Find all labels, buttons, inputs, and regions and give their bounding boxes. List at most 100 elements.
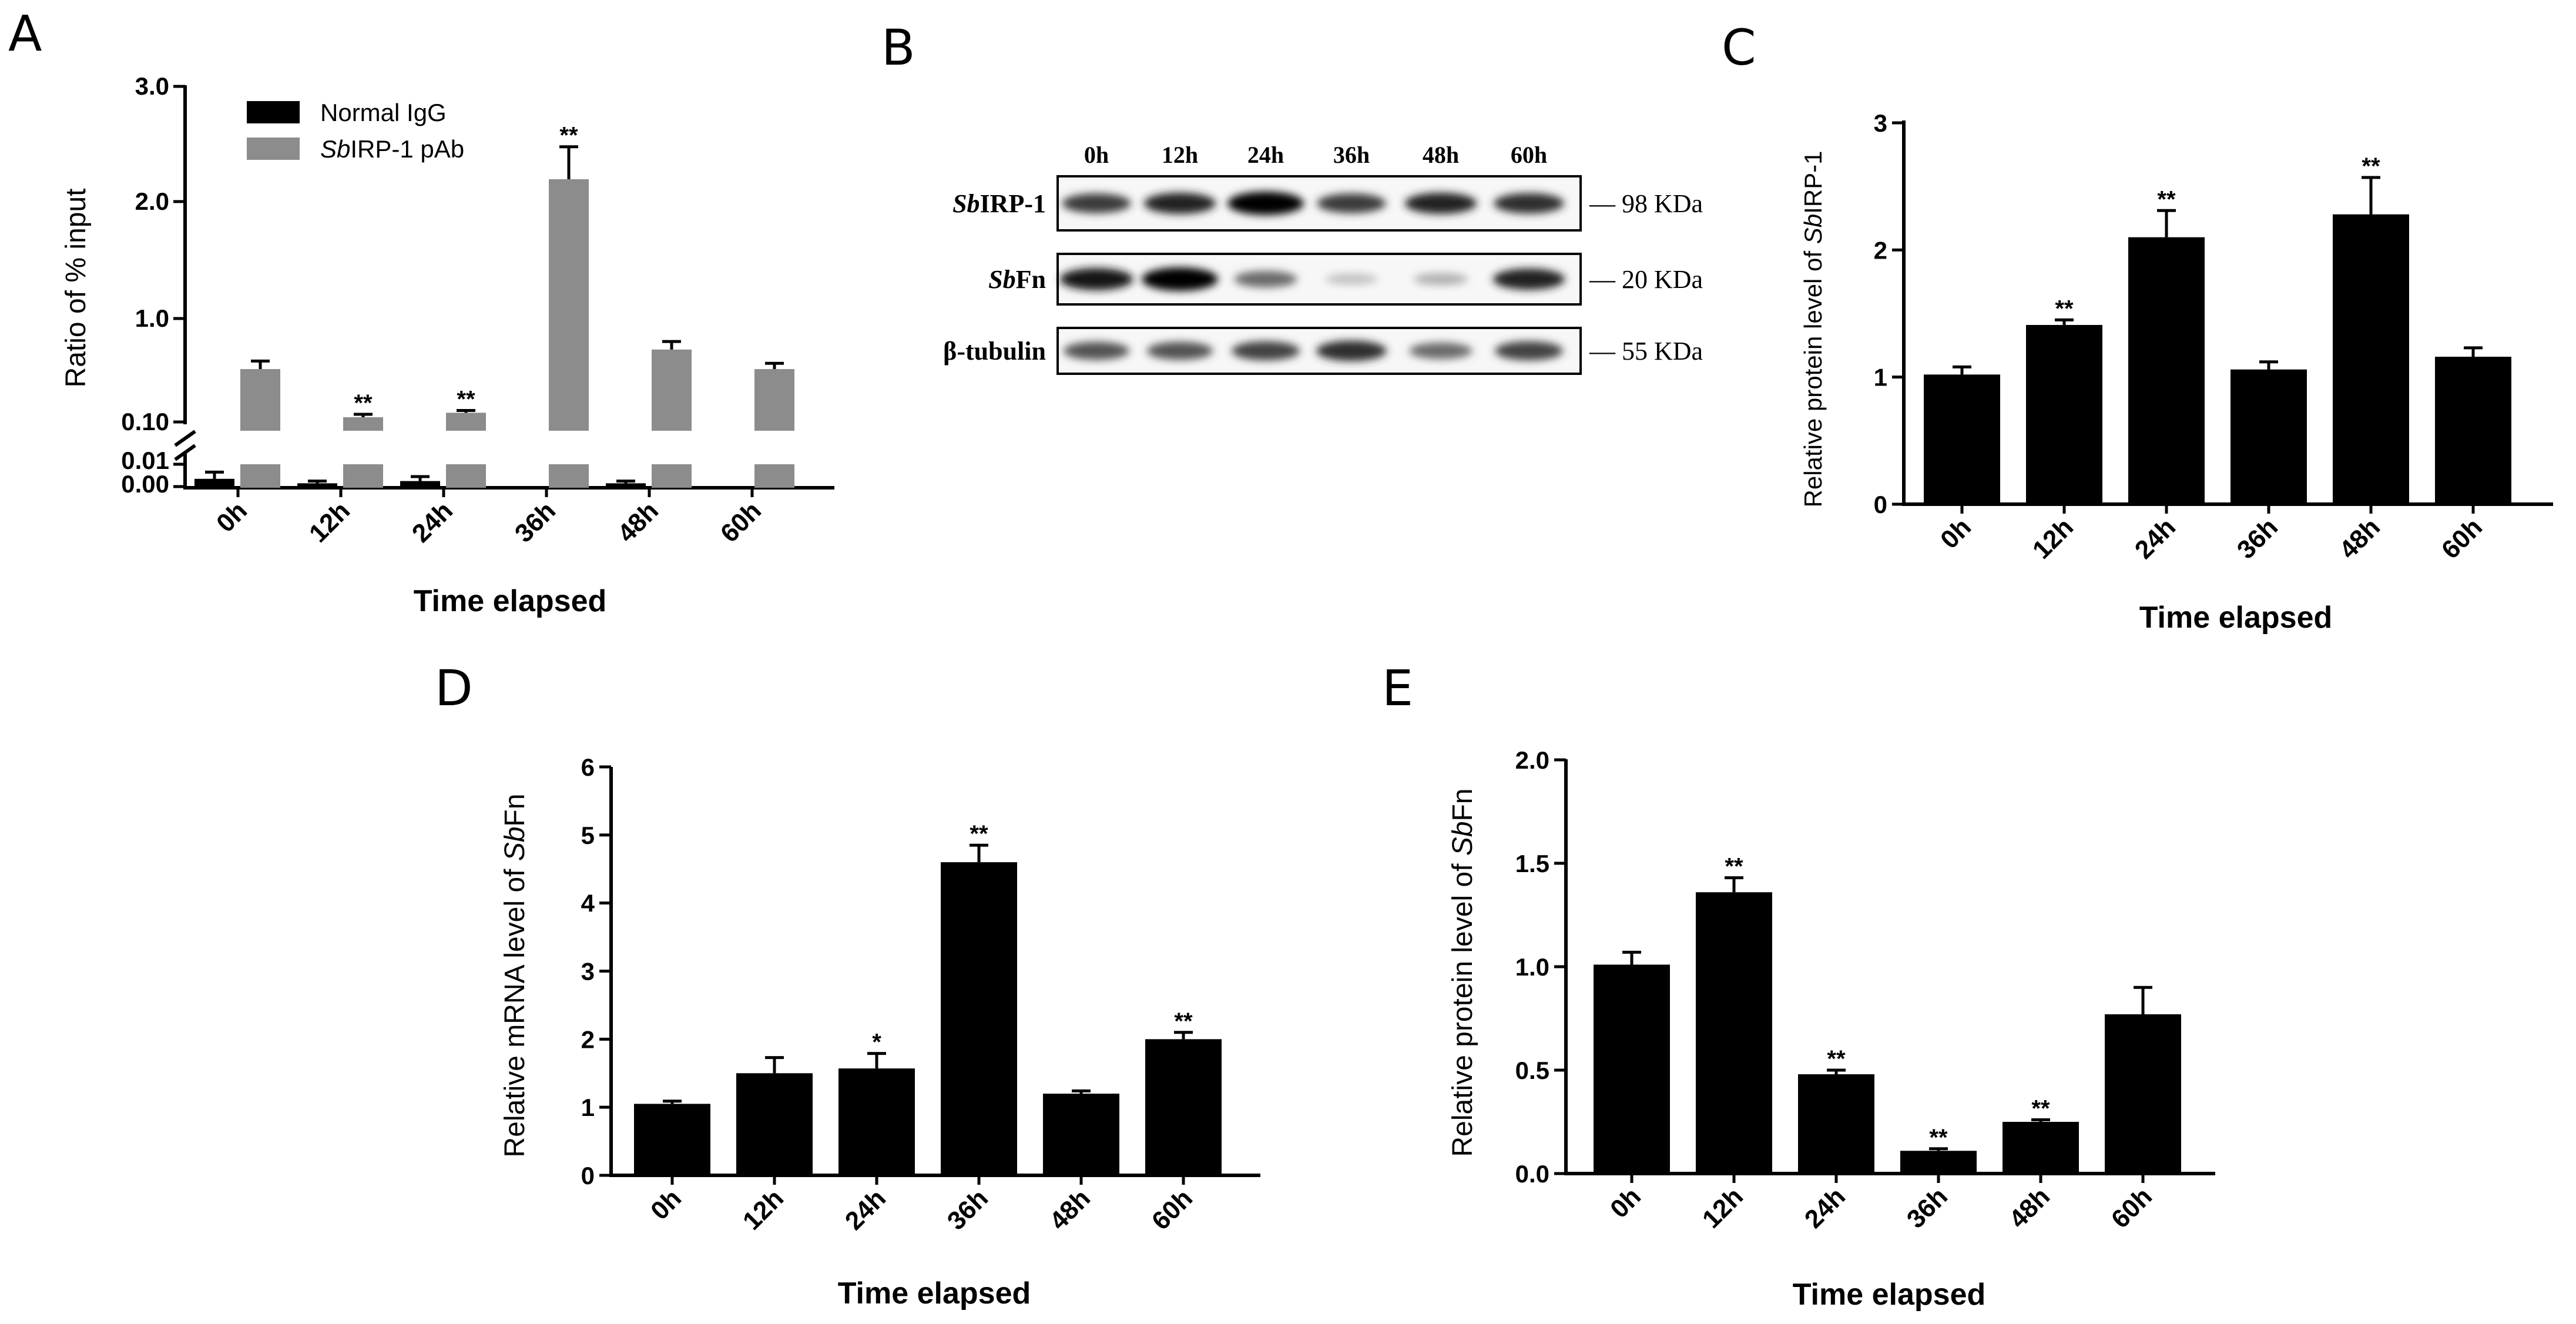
panel-e-ytick-label: 0.5	[1515, 1057, 1549, 1084]
panel-a-ytick-label: 0.01	[121, 447, 169, 474]
blot-time-label: 36h	[1333, 142, 1370, 168]
panel-a-xtick-label: 60h	[715, 496, 767, 548]
panel-e-significance: **	[2031, 1095, 2050, 1121]
panel-c-ylabel-suffix: IRP-1	[1799, 151, 1827, 214]
legend-label-normal-igg: Normal IgG	[320, 99, 447, 126]
panel-c-xlabel: Time elapsed	[2139, 601, 2333, 635]
panel-a-ylabel: Ratio of % input	[61, 189, 92, 388]
panel-e-significance: **	[1929, 1125, 1948, 1151]
legend-label-sbirp-pab: SbIRP-1 pAb	[320, 135, 464, 163]
panel-a-bar-normal-igg	[400, 481, 440, 488]
blot-band	[1062, 193, 1131, 213]
panel-d-bar	[736, 1073, 813, 1175]
panel-e-xtick-label: 24h	[1799, 1182, 1851, 1234]
panel-e-xtick-label: 36h	[1901, 1182, 1953, 1234]
panel-a-bar-sbirp-pab	[549, 464, 589, 488]
panel-e-xtick-label: 0h	[1605, 1182, 1646, 1224]
panel-c-ytick-label: 1	[1874, 364, 1887, 391]
panel-a-xlabel: Time elapsed	[414, 584, 607, 618]
panel-a-marks: 0h ** 12h ** 24h ** 36h 48h 60h	[194, 123, 794, 548]
panel-a-ytick-label: 1.0	[135, 304, 169, 332]
legend-italic: Sb	[320, 135, 350, 163]
panel-a-bar-normal-igg	[606, 483, 646, 488]
panel-a-chart: 3.0 2.0 1.0 0.10 0.01 0.00 0h ** 12h ** 24h *…	[61, 72, 834, 618]
panel-c-xtick-label: 0h	[1935, 512, 1977, 554]
blot-time-label: 24h	[1247, 142, 1284, 168]
blot-time-label: 0h	[1084, 142, 1109, 168]
panel-a-axis-break	[174, 430, 196, 447]
panel-d-bar	[941, 862, 1017, 1175]
blot-row-label-italic: Sb	[952, 189, 980, 218]
panel-c-bar	[1924, 374, 2000, 504]
panel-a-bar-sbirp-pab	[754, 464, 794, 488]
panel-d-bar	[1145, 1039, 1222, 1175]
panel-c-xtick-label: 24h	[2129, 512, 2181, 564]
panel-c-bar	[2435, 357, 2511, 504]
panel-d-ytick-label: 6	[581, 753, 595, 781]
blot-row-label: SbFn	[988, 265, 1046, 294]
panel-d-significance: **	[970, 821, 988, 847]
panel-a-bar-sbirp-pab	[754, 369, 794, 431]
panel-a-bar-sbirp-pab	[652, 349, 692, 431]
panel-a-bar-normal-igg	[297, 483, 337, 488]
panel-d-ylabel-prefix: Relative mRNA level of	[499, 861, 531, 1157]
panel-a-bar-sbirp-pab	[240, 464, 280, 488]
panel-a-significance: **	[559, 123, 578, 149]
panel-a-xtick-label: 24h	[407, 496, 458, 548]
panel-c-ytick-label: 3	[1874, 109, 1887, 137]
panel-e-bar	[1696, 892, 1772, 1174]
panel-d-bar	[1043, 1094, 1119, 1175]
blot-row-label-text: IRP-1	[980, 189, 1046, 218]
blot-band	[1227, 192, 1304, 215]
panel-e-xlabel: Time elapsed	[1793, 1278, 1986, 1312]
panel-c-xtick-label: 12h	[2027, 512, 2079, 564]
panel-label-a: A	[8, 5, 42, 62]
panel-c-ytick-label: 2	[1874, 236, 1887, 264]
panel-c-ylabel-italic: Sb	[1799, 214, 1827, 244]
panel-a-bar-sbirp-pab	[240, 369, 280, 431]
panel-label-b: B	[881, 19, 915, 76]
panel-e-ylabel-italic: Sb	[1447, 822, 1478, 856]
panel-c-ytick-label: 0	[1874, 491, 1887, 518]
panel-e-bar	[2105, 1014, 2181, 1174]
panel-d-xtick-label: 36h	[942, 1184, 994, 1235]
panel-e-ylabel-suffix: Fn	[1447, 788, 1478, 821]
panel-a-ytick-label: 0.10	[121, 408, 169, 435]
panel-a-xtick-label: 0h	[211, 496, 253, 538]
panel-c-xtick-label: 48h	[2334, 512, 2386, 564]
panel-c-bar	[2026, 324, 2102, 504]
panel-label-e: E	[1382, 659, 1413, 717]
panel-d-bar	[838, 1068, 915, 1175]
blot-band	[1146, 341, 1213, 360]
panel-d-ylabel-italic: Sb	[499, 827, 531, 862]
blot-size-label: — 98 KDa	[1589, 189, 1703, 218]
blot-time-label: 48h	[1423, 142, 1459, 168]
panel-e-xtick-label: 12h	[1697, 1182, 1749, 1234]
panel-a-xtick-label: 48h	[612, 496, 664, 548]
panel-a-bar-sbirp-pab	[343, 417, 383, 431]
panel-d-ytick-label: 2	[581, 1025, 595, 1053]
panel-d-bar	[634, 1104, 710, 1175]
panel-a-axis-break	[174, 444, 196, 461]
blot-band	[1316, 340, 1387, 361]
panel-c-significance: **	[2157, 186, 2176, 212]
panel-c-ylabel-prefix: Relative protein level of	[1799, 244, 1827, 507]
panel-d-significance: *	[872, 1030, 881, 1055]
panel-d-ytick-label: 4	[581, 890, 595, 917]
panel-d-xtick-label: 12h	[737, 1184, 789, 1235]
panel-d-ytick-label: 1	[581, 1094, 595, 1121]
blot-band	[1325, 273, 1378, 285]
panel-d-xtick-label: 24h	[840, 1184, 891, 1235]
panel-e-ylabel: Relative protein level of SbFn	[1447, 788, 1478, 1157]
panel-e-xtick-label: 60h	[2106, 1182, 2158, 1234]
panel-c-ylabel: Relative protein level of SbIRP-1	[1799, 151, 1827, 508]
blot-row-label-italic: Sb	[988, 265, 1015, 294]
blot-time-labels: 0h 12h 24h 36h 48h 60h	[1084, 142, 1547, 168]
legend-swatch-normal-igg	[247, 101, 300, 123]
blot-band	[1495, 341, 1563, 361]
panel-a-ytick-label: 3.0	[135, 72, 169, 100]
panel-e-bar	[1594, 964, 1670, 1174]
panel-c-significance: **	[2362, 153, 2380, 179]
